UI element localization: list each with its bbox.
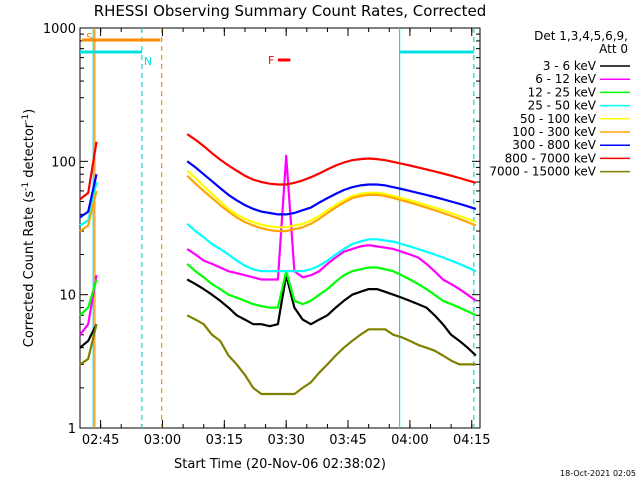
instrument-state-lines (92, 28, 475, 428)
legend-entry-label: 3 - 6 keV (543, 59, 597, 73)
y-tick-label: 100 (51, 155, 76, 170)
legend-header-line1: Det 1,3,4,5,6,9, (534, 29, 628, 43)
series-line (79, 133, 477, 201)
series-line (79, 263, 477, 317)
y-axis-label-main: Corrected Count Rate (s (22, 191, 37, 348)
y-tick-label: 1000 (43, 22, 76, 37)
legend-entry-label: 50 - 100 keV (520, 112, 597, 126)
series-line (186, 169, 477, 229)
x-tick-label: 03:30 (267, 433, 304, 448)
x-tick-label: 03:00 (144, 433, 181, 448)
x-tick-labels: 02:45 03:00 03:15 03:30 03:45 04:00 04:15 (82, 433, 491, 448)
legend-entry-label: 300 - 800 keV (512, 138, 596, 152)
state-marker-label: F (268, 54, 274, 67)
series-line (79, 181, 477, 273)
state-markers: S N F (80, 31, 474, 68)
footer-timestamp: 18-Oct-2021 02:05 (560, 469, 636, 478)
x-axis-label: Start Time (20-Nov-06 02:38:02) (174, 457, 386, 472)
series-line (79, 174, 477, 233)
y-tick-label: 10 (59, 289, 76, 304)
chart-title: RHESSI Observing Summary Count Rates, Co… (94, 2, 487, 20)
legend-entry-label: 100 - 300 keV (512, 125, 596, 139)
legend-entry-label: 800 - 7000 keV (505, 151, 597, 165)
x-tick-label: 04:15 (453, 433, 490, 448)
x-tick-label: 03:15 (206, 433, 243, 448)
y-axis-label-sup1: -1 (21, 182, 31, 191)
series-lines (79, 133, 477, 396)
series-line (79, 274, 477, 357)
y-axis-label: Corrected Count Rate (s-1 detector-1) (21, 109, 37, 347)
y-axis-label-mid: detector (22, 122, 37, 182)
state-marker-label: N (144, 55, 152, 68)
legend-entry-label: 6 - 12 keV (535, 72, 597, 86)
y-axis-label-sup2: -1 (21, 114, 31, 123)
y-tick-label: 1 (68, 422, 76, 437)
x-tick-label: 04:00 (391, 433, 428, 448)
legend-entry-label: 7000 - 15000 keV (489, 165, 596, 179)
x-tick-label: 02:45 (82, 433, 119, 448)
series-line (79, 160, 477, 219)
plot-frame (79, 27, 481, 429)
y-axis-label-end: ) (22, 109, 37, 114)
legend-entry-label: 25 - 50 keV (528, 99, 597, 113)
tick-marks (79, 28, 480, 429)
series-line (79, 314, 476, 396)
legend-header-line2: Att 0 (599, 42, 628, 56)
state-marker-label: S (86, 31, 93, 44)
x-tick-label: 03:45 (329, 433, 366, 448)
y-tick-labels: 1 10 100 1000 (43, 22, 76, 437)
legend-entry-label: 12 - 25 keV (528, 85, 597, 99)
